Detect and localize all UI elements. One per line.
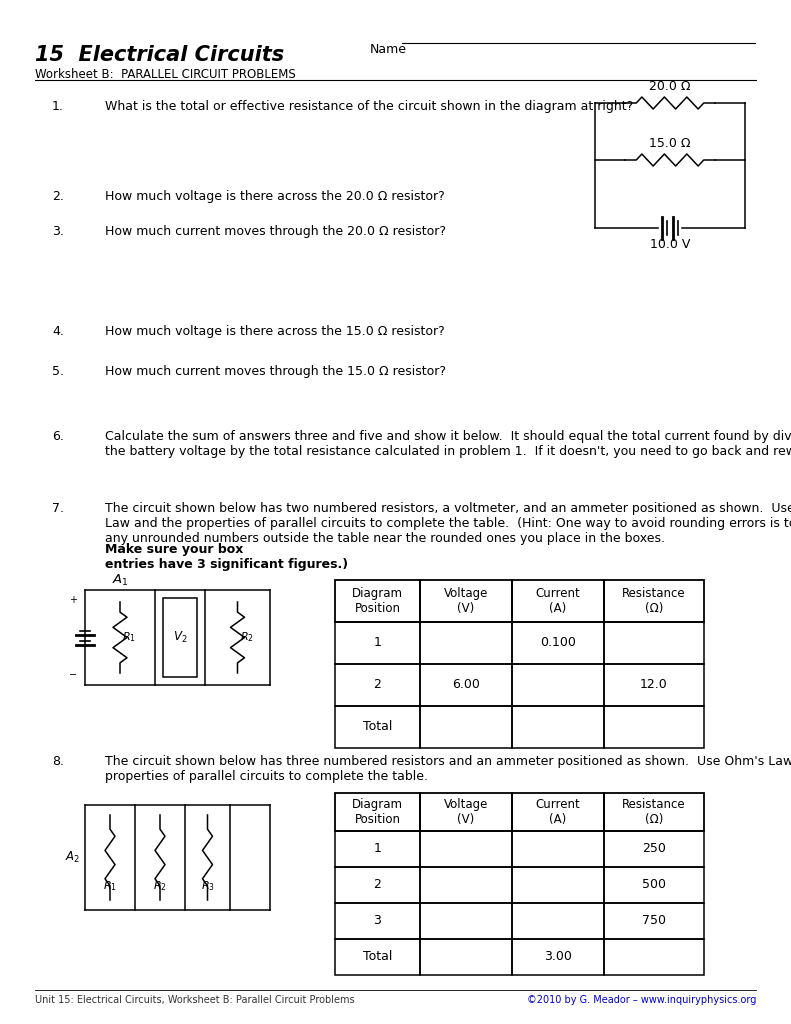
- Bar: [512, 664, 604, 706]
- Bar: [512, 939, 604, 975]
- Text: 10.0 V: 10.0 V: [650, 238, 691, 251]
- Bar: [335, 580, 420, 622]
- Bar: [420, 867, 512, 903]
- Text: 3.: 3.: [52, 225, 64, 238]
- Text: Total: Total: [363, 721, 392, 733]
- Bar: [604, 793, 704, 831]
- Text: Resistance
(Ω): Resistance (Ω): [623, 587, 686, 615]
- Bar: [604, 706, 704, 748]
- Bar: [604, 580, 704, 622]
- Text: $R_2$: $R_2$: [153, 880, 167, 893]
- Text: Diagram
Position: Diagram Position: [352, 798, 403, 826]
- Bar: [512, 903, 604, 939]
- Bar: [604, 939, 704, 975]
- Text: 2: 2: [373, 879, 381, 892]
- Bar: [420, 793, 512, 831]
- Bar: [512, 622, 604, 664]
- Text: 4.: 4.: [52, 325, 64, 338]
- Text: Diagram
Position: Diagram Position: [352, 587, 403, 615]
- Text: +: +: [69, 595, 77, 605]
- Bar: [512, 793, 604, 831]
- Bar: [420, 622, 512, 664]
- Bar: [163, 598, 197, 677]
- Bar: [335, 867, 420, 903]
- Bar: [604, 831, 704, 867]
- Text: $R_3$: $R_3$: [200, 880, 214, 893]
- Bar: [335, 664, 420, 706]
- Text: $A_1$: $A_1$: [112, 572, 128, 588]
- Text: 3: 3: [373, 914, 381, 928]
- Bar: [420, 580, 512, 622]
- Text: The circuit shown below has two numbered resistors, a voltmeter, and an ammeter : The circuit shown below has two numbered…: [105, 502, 791, 545]
- Text: 1: 1: [373, 843, 381, 855]
- Bar: [420, 664, 512, 706]
- Text: $R_2$: $R_2$: [240, 631, 253, 644]
- Text: Make sure your box
entries have 3 significant figures.): Make sure your box entries have 3 signif…: [105, 543, 348, 571]
- Text: $A_2$: $A_2$: [66, 850, 81, 865]
- Text: Worksheet B:  PARALLEL CIRCUIT PROBLEMS: Worksheet B: PARALLEL CIRCUIT PROBLEMS: [35, 68, 296, 81]
- Text: How much current moves through the 20.0 Ω resistor?: How much current moves through the 20.0 …: [105, 225, 446, 238]
- Text: 3.00: 3.00: [544, 950, 572, 964]
- Text: What is the total or effective resistance of the circuit shown in the diagram at: What is the total or effective resistanc…: [105, 100, 634, 113]
- Text: Resistance
(Ω): Resistance (Ω): [623, 798, 686, 826]
- Text: 15  Electrical Circuits: 15 Electrical Circuits: [35, 45, 284, 65]
- Bar: [512, 867, 604, 903]
- Bar: [512, 580, 604, 622]
- Text: 1.: 1.: [52, 100, 64, 113]
- Bar: [604, 664, 704, 706]
- Text: 12.0: 12.0: [640, 679, 668, 691]
- Text: 8.: 8.: [52, 755, 64, 768]
- Text: 15.0 Ω: 15.0 Ω: [649, 137, 691, 150]
- Text: Name: Name: [370, 43, 407, 56]
- Bar: [604, 903, 704, 939]
- Text: 6.: 6.: [52, 430, 64, 443]
- Bar: [335, 903, 420, 939]
- Bar: [335, 793, 420, 831]
- Text: Current
(A): Current (A): [536, 798, 581, 826]
- Bar: [512, 831, 604, 867]
- Text: How much voltage is there across the 15.0 Ω resistor?: How much voltage is there across the 15.…: [105, 325, 445, 338]
- Text: 250: 250: [642, 843, 666, 855]
- Bar: [420, 831, 512, 867]
- Text: $V_2$: $V_2$: [172, 630, 187, 645]
- Bar: [420, 706, 512, 748]
- Text: How much current moves through the 15.0 Ω resistor?: How much current moves through the 15.0 …: [105, 365, 446, 378]
- Bar: [335, 706, 420, 748]
- Bar: [420, 903, 512, 939]
- Bar: [512, 706, 604, 748]
- Text: Voltage
(V): Voltage (V): [444, 798, 488, 826]
- Text: Total: Total: [363, 950, 392, 964]
- Text: 750: 750: [642, 914, 666, 928]
- Text: $R_1$: $R_1$: [103, 880, 117, 893]
- Bar: [604, 622, 704, 664]
- Text: 20.0 Ω: 20.0 Ω: [649, 80, 691, 93]
- Bar: [335, 939, 420, 975]
- Text: How much voltage is there across the 20.0 Ω resistor?: How much voltage is there across the 20.…: [105, 190, 445, 203]
- Text: 5.: 5.: [52, 365, 64, 378]
- Text: 2: 2: [373, 679, 381, 691]
- Text: 0.100: 0.100: [540, 637, 576, 649]
- Text: Unit 15: Electrical Circuits, Worksheet B: Parallel Circuit Problems: Unit 15: Electrical Circuits, Worksheet …: [35, 995, 354, 1005]
- Text: 500: 500: [642, 879, 666, 892]
- Text: The circuit shown below has three numbered resistors and an ammeter positioned a: The circuit shown below has three number…: [105, 755, 791, 783]
- Bar: [335, 831, 420, 867]
- Text: 7.: 7.: [52, 502, 64, 515]
- Text: 6.00: 6.00: [452, 679, 480, 691]
- Text: Current
(A): Current (A): [536, 587, 581, 615]
- Text: −: −: [69, 670, 77, 680]
- Text: Calculate the sum of answers three and five and show it below.  It should equal : Calculate the sum of answers three and f…: [105, 430, 791, 458]
- Text: ©2010 by G. Meador – www.inquiryphysics.org: ©2010 by G. Meador – www.inquiryphysics.…: [527, 995, 756, 1005]
- Bar: [604, 867, 704, 903]
- Bar: [335, 622, 420, 664]
- Text: 1: 1: [373, 637, 381, 649]
- Text: Voltage
(V): Voltage (V): [444, 587, 488, 615]
- Text: $R_1$: $R_1$: [122, 631, 136, 644]
- Text: 2.: 2.: [52, 190, 64, 203]
- Bar: [420, 939, 512, 975]
